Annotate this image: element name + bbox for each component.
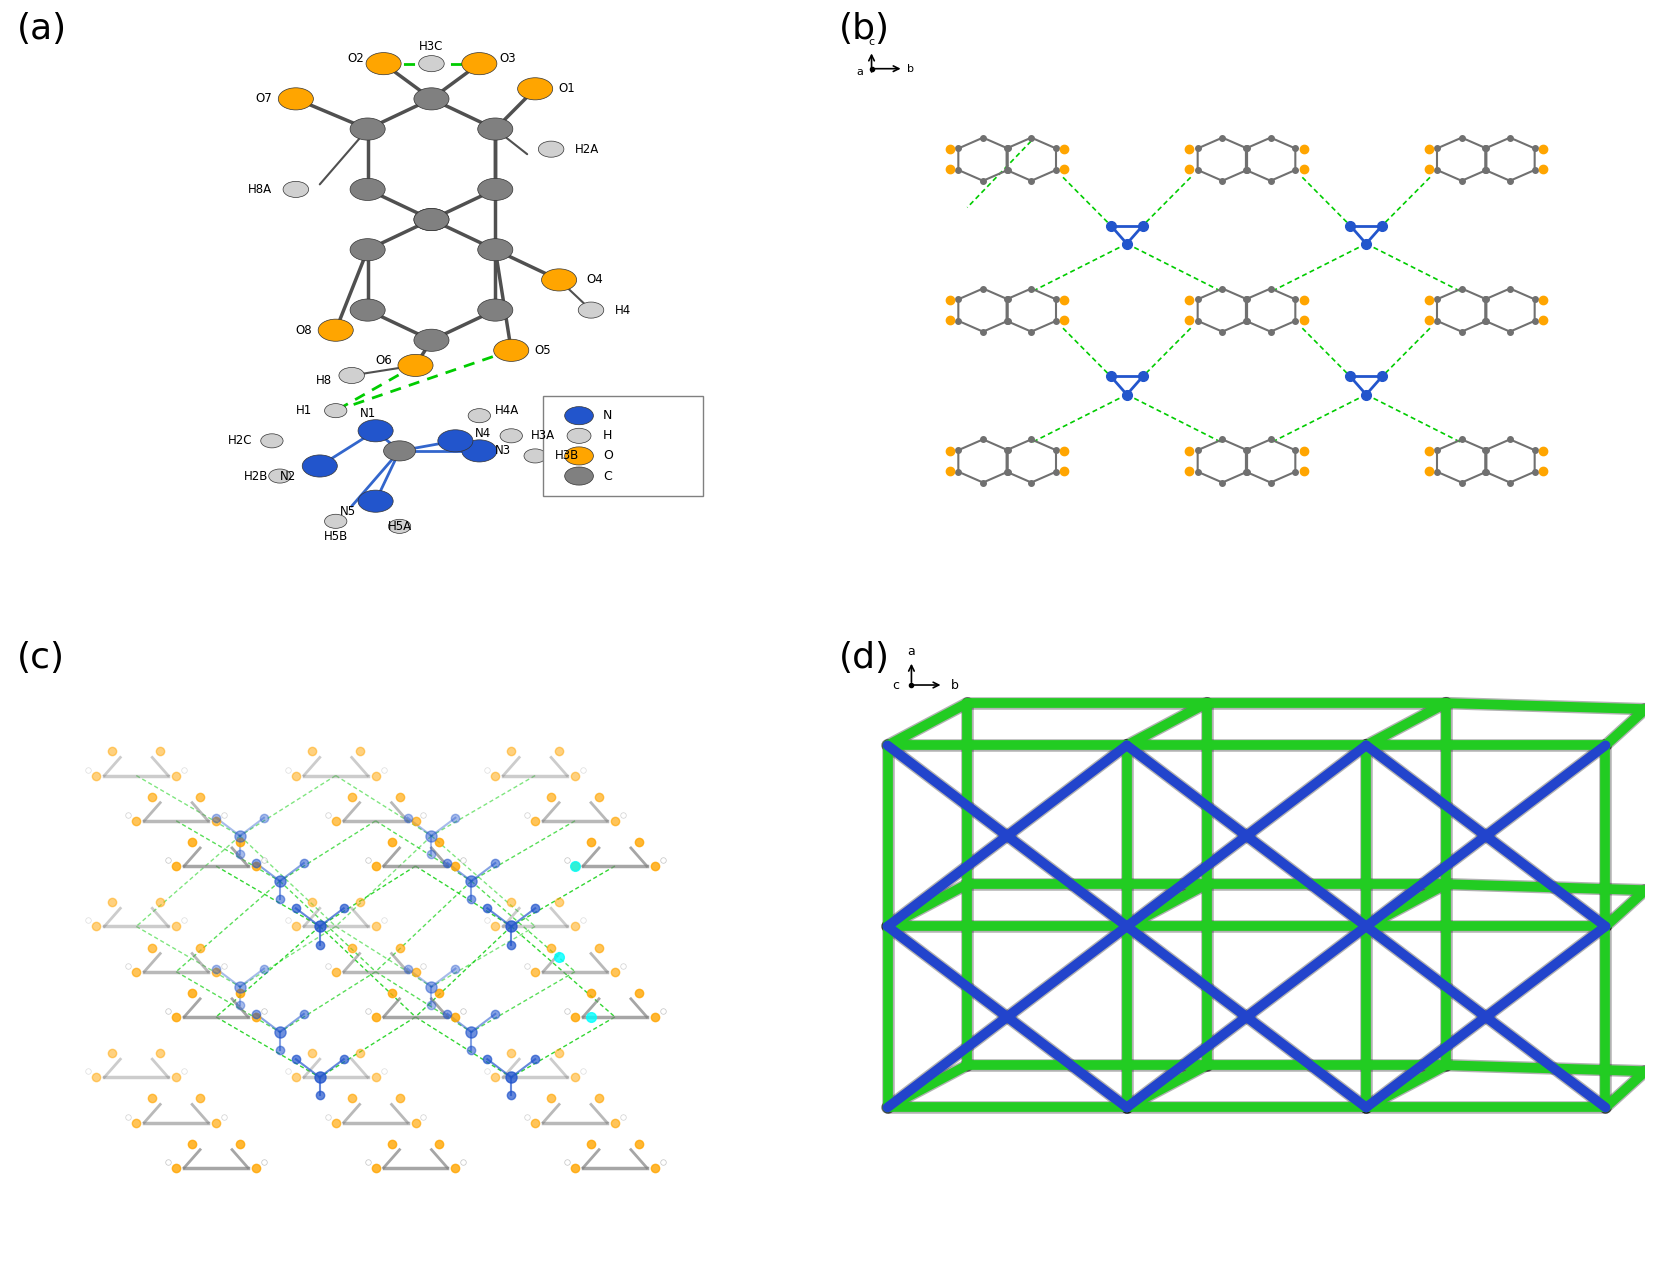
Circle shape	[414, 87, 449, 110]
Circle shape	[414, 208, 449, 231]
Text: O5: O5	[535, 344, 552, 357]
Circle shape	[357, 490, 394, 512]
Text: H1: H1	[296, 404, 312, 417]
Circle shape	[565, 407, 593, 425]
Circle shape	[494, 339, 529, 361]
Circle shape	[567, 429, 592, 443]
FancyBboxPatch shape	[543, 395, 703, 496]
Circle shape	[351, 118, 386, 140]
Circle shape	[437, 430, 474, 452]
Text: O7: O7	[256, 92, 273, 105]
Circle shape	[324, 515, 347, 528]
Text: H2B: H2B	[244, 470, 268, 483]
Text: H5A: H5A	[387, 520, 412, 533]
Circle shape	[351, 178, 386, 200]
Text: H2C: H2C	[228, 434, 253, 447]
Circle shape	[351, 299, 386, 321]
Text: O2: O2	[347, 53, 364, 65]
Text: a: a	[907, 645, 916, 657]
Circle shape	[317, 320, 354, 342]
Circle shape	[462, 440, 497, 462]
Circle shape	[357, 420, 394, 442]
Text: N4: N4	[475, 426, 492, 440]
Circle shape	[477, 299, 514, 321]
Circle shape	[542, 268, 577, 291]
Text: O1: O1	[558, 82, 575, 95]
Circle shape	[462, 53, 497, 74]
Circle shape	[414, 329, 449, 352]
Text: C: C	[603, 470, 612, 483]
Text: H3B: H3B	[555, 449, 578, 462]
Text: N5: N5	[339, 505, 356, 517]
Circle shape	[517, 78, 553, 100]
Circle shape	[384, 440, 416, 461]
Circle shape	[261, 434, 283, 448]
Circle shape	[324, 403, 347, 417]
Circle shape	[269, 469, 291, 483]
Circle shape	[414, 208, 449, 231]
Text: b: b	[907, 64, 914, 73]
Circle shape	[389, 519, 411, 533]
Text: H2A: H2A	[575, 143, 598, 155]
Text: (c): (c)	[17, 641, 65, 674]
Circle shape	[565, 447, 593, 465]
Circle shape	[419, 55, 444, 72]
Circle shape	[302, 455, 337, 478]
Text: H4: H4	[615, 303, 632, 317]
Text: (b): (b)	[839, 12, 891, 45]
Text: H4A: H4A	[495, 404, 519, 417]
Text: O4: O4	[587, 273, 603, 286]
Circle shape	[469, 408, 490, 422]
Circle shape	[477, 239, 514, 261]
Text: H5B: H5B	[324, 530, 347, 543]
Circle shape	[366, 53, 401, 74]
Circle shape	[565, 467, 593, 485]
Circle shape	[283, 181, 309, 198]
Circle shape	[477, 118, 514, 140]
Text: H3C: H3C	[419, 40, 444, 53]
Circle shape	[538, 141, 563, 157]
Circle shape	[578, 302, 603, 318]
Text: N: N	[603, 410, 612, 422]
Text: N1: N1	[359, 407, 376, 420]
Text: c: c	[892, 678, 899, 692]
Text: N2: N2	[279, 470, 296, 483]
Text: H3A: H3A	[532, 429, 555, 442]
Text: c: c	[869, 36, 874, 46]
Circle shape	[500, 429, 522, 443]
Text: (d): (d)	[839, 641, 891, 674]
Text: (a): (a)	[17, 12, 66, 45]
Circle shape	[339, 367, 364, 384]
Text: H: H	[603, 429, 612, 442]
Circle shape	[397, 354, 434, 376]
Circle shape	[351, 239, 386, 261]
Circle shape	[278, 87, 314, 110]
Text: N3: N3	[495, 444, 512, 457]
Text: O6: O6	[376, 354, 392, 367]
Text: H8: H8	[316, 374, 332, 386]
Text: H8A: H8A	[248, 182, 273, 196]
Text: O: O	[603, 449, 613, 462]
Text: b: b	[951, 678, 959, 692]
Text: a: a	[856, 67, 863, 77]
Circle shape	[477, 178, 514, 200]
Circle shape	[524, 449, 547, 464]
Text: O3: O3	[499, 53, 515, 65]
Text: O8: O8	[296, 324, 312, 336]
